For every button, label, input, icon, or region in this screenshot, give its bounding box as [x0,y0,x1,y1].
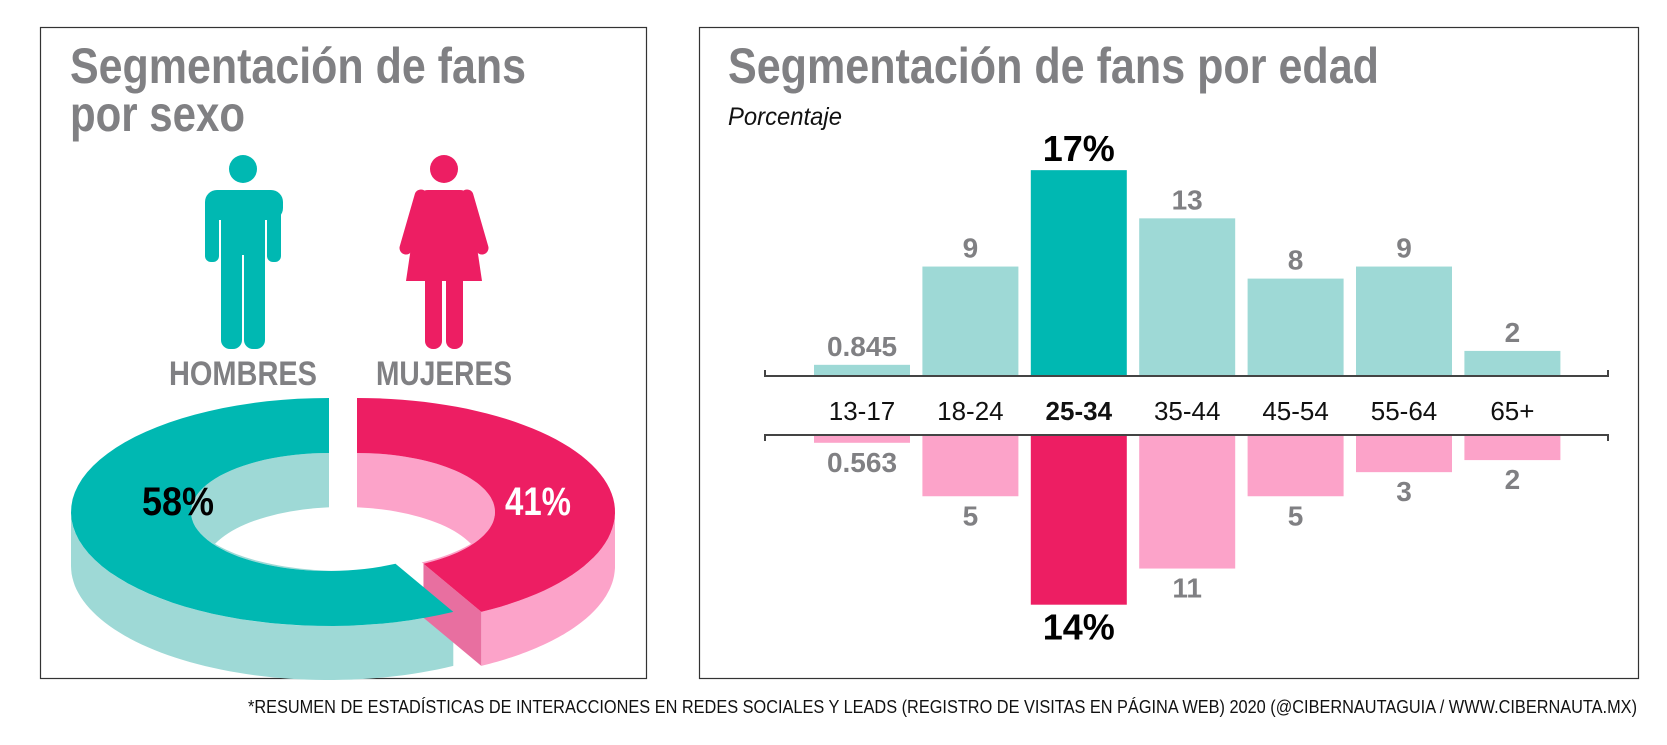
bar-lower-25-34 [1030,436,1127,605]
lower-axis-line [764,434,1609,441]
gender-donut-chart [71,398,615,680]
age-bar-chart: 0.845 0.563 13-17 9 5 18-24 17% 14% 25-34 13 11 35-… [764,128,1609,648]
donut-side-wall-mujeres [481,512,615,666]
gender-panel: Segmentación de fans por sexo HOMBRES MU… [39,26,648,680]
age-title: Segmentación de fans por edad [728,38,1379,94]
bar-lower-label-65+: 2 [1505,464,1521,495]
donut-label-hombres: 58% [142,480,214,524]
bar-upper-label-25-34: 17% [1043,128,1115,169]
category-label-35-44: 35-44 [1154,396,1221,426]
category-label-45-54: 45-54 [1262,396,1329,426]
bar-lower-65+ [1464,436,1561,461]
age-subtitle: Porcentaje [728,103,842,131]
bar-upper-label-65+: 2 [1505,317,1521,348]
legend-hombres: HOMBRES [169,355,317,393]
gender-title-line2: por sexo [70,86,245,142]
bar-lower-13-17 [814,436,910,443]
male-figure-icon [205,155,283,349]
bar-upper-35-44 [1139,218,1236,375]
bar-upper-label-45-54: 8 [1288,245,1304,276]
bar-lower-label-45-54: 5 [1288,500,1304,531]
bar-lower-55-64 [1356,436,1452,473]
bar-lower-label-35-44: 11 [1172,573,1202,604]
age-panel: Segmentación de fans por edad Porcentaje… [698,26,1640,680]
bar-upper-18-24 [922,266,1019,375]
donut-label-mujeres: 41% [505,480,571,524]
donut-slice-hombres [71,398,454,626]
bar-upper-55-64 [1356,266,1452,375]
bar-lower-label-25-34: 14% [1043,607,1115,648]
bar-upper-label-18-24: 9 [963,233,979,264]
donut-hole [205,507,481,571]
footer-source-note: *RESUMEN DE ESTADÍSTICAS DE INTERACCIONE… [248,697,1637,717]
bar-lower-label-55-64: 3 [1396,476,1412,507]
bar-lower-35-44 [1139,436,1236,569]
category-label-25-34: 25-34 [1046,396,1113,426]
bar-upper-label-55-64: 9 [1396,233,1412,264]
female-figure-icon [399,155,489,349]
bar-lower-18-24 [922,436,1019,497]
bar-upper-25-34 [1030,170,1127,375]
age-panel-frame [698,26,1640,680]
bar-upper-label-35-44: 13 [1172,184,1203,215]
category-label-55-64: 55-64 [1371,396,1438,426]
donut-slice-mujeres [357,398,615,612]
upper-axis-line [764,370,1609,377]
bar-lower-45-54 [1247,436,1344,497]
bar-upper-45-54 [1247,278,1344,375]
bar-lower-label-13-17: 0.563 [827,447,897,478]
gender-title-line1: Segmentación de fans [70,38,526,94]
bar-lower-label-18-24: 5 [963,500,979,531]
bar-upper-65+ [1464,350,1561,375]
bar-upper-label-13-17: 0.845 [827,331,897,362]
donut-cut-face-mujeres [423,563,482,666]
category-label-18-24: 18-24 [937,396,1004,426]
category-label-13-17: 13-17 [829,396,896,426]
legend-mujeres: MUJERES [376,355,512,393]
category-label-65+: 65+ [1490,396,1534,426]
donut-side-wall-hombres [71,512,454,680]
bar-upper-13-17 [814,364,910,375]
